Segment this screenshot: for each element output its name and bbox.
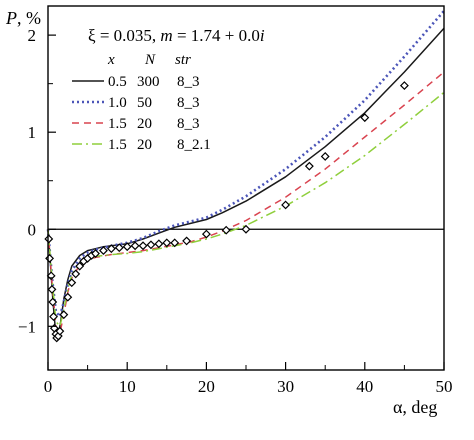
data-point-diamond [71, 269, 81, 279]
legend-n-value: 20 [137, 137, 152, 153]
legend-header-x: x [107, 52, 115, 68]
legend-str-value: 8_2.1 [177, 137, 211, 153]
data-point-diamond [91, 249, 100, 258]
data-point-diamond [146, 240, 156, 250]
x-tick-label: 0 [44, 377, 53, 396]
legend-str-value: 8_3 [177, 95, 200, 111]
data-point-diamond [49, 312, 58, 322]
data-point-diamond [182, 236, 192, 246]
data-point-diamond [63, 292, 73, 302]
data-point-diamond [44, 234, 54, 244]
data-point-diamond [114, 243, 124, 253]
x-tick-label: 10 [119, 377, 136, 396]
data-point-diamond [201, 229, 211, 239]
data-point-diamond [360, 113, 370, 123]
data-point-diamond [48, 297, 58, 307]
data-point-diamond [138, 241, 148, 251]
data-point-diamond [75, 261, 85, 271]
y-tick-label: 1 [28, 123, 37, 142]
data-point-diamond [320, 152, 330, 161]
legend-x-value: 0.5 [108, 74, 127, 90]
legend-n-value: 50 [137, 95, 152, 111]
y-tick-label: 0 [28, 220, 37, 239]
data-point-diamond [170, 238, 180, 248]
series-line-x1.0-n50 [46, 10, 445, 318]
data-point-diamond [106, 244, 116, 254]
legend-x-value: 1.5 [108, 116, 127, 132]
x-axis-ticks: 0 10 20 30 40 50 [44, 362, 453, 396]
data-point-diamond [67, 278, 77, 288]
legend-header-str: str [175, 52, 191, 68]
data-point-diamond [98, 246, 108, 256]
data-point-diamond [122, 242, 132, 252]
x-tick-label: 30 [277, 377, 294, 396]
y-tick-label: −1 [18, 317, 36, 336]
data-point-diamond [304, 161, 314, 171]
data-point-diamond [45, 253, 55, 263]
y-axis-title-unit: , % [17, 8, 41, 28]
x-axis-title: α, deg [393, 397, 437, 417]
legend-str-value: 8_3 [177, 74, 200, 90]
chart-title-m-imag: i [260, 26, 265, 45]
legend-x-value: 1.0 [108, 95, 127, 111]
y-axis-title-var: P [5, 8, 17, 28]
data-point-diamond [47, 284, 57, 294]
legend-x-value: 1.5 [108, 137, 127, 153]
legend-str-value: 8_3 [177, 116, 200, 132]
y-axis-title: P, % [5, 8, 41, 28]
data-point-diamond [59, 310, 69, 320]
legend-header-n: N [144, 52, 156, 68]
y-axis-ticks: −1 0 1 2 [18, 26, 56, 336]
chart-title-xi: ξ = 0.035, [88, 26, 160, 45]
data-point-diamond [281, 200, 291, 210]
data-point-diamond [162, 238, 172, 248]
data-point-diamond [241, 224, 251, 234]
x-tick-label: 40 [356, 377, 373, 396]
data-point-diamond [399, 81, 409, 91]
x-tick-label: 20 [198, 377, 215, 396]
series-line-x1.5-n20-str8_3 [47, 71, 445, 334]
legend-n-value: 300 [137, 74, 160, 90]
chart-title: ξ = 0.035, m = 1.74 + 0.0i [88, 26, 265, 45]
legend-n-value: 20 [137, 116, 152, 132]
y-tick-label: 2 [28, 26, 37, 45]
chart-title-m-var: m [160, 26, 172, 45]
chart-title-m-eq: = 1.74 + 0.0 [173, 26, 260, 45]
data-point-diamond [55, 326, 65, 336]
x-tick-label: 50 [436, 377, 453, 396]
marker-layer [44, 81, 409, 343]
data-point-diamond [221, 225, 231, 235]
series-line-x1.5-n20-str8_2.1 [47, 91, 445, 328]
legend: x N str 0.5 300 8_3 1.0 50 8_3 1.5 20 8_3 1.5 20 8_… [72, 52, 211, 153]
data-point-diamond [130, 241, 140, 251]
data-point-diamond [154, 239, 164, 249]
